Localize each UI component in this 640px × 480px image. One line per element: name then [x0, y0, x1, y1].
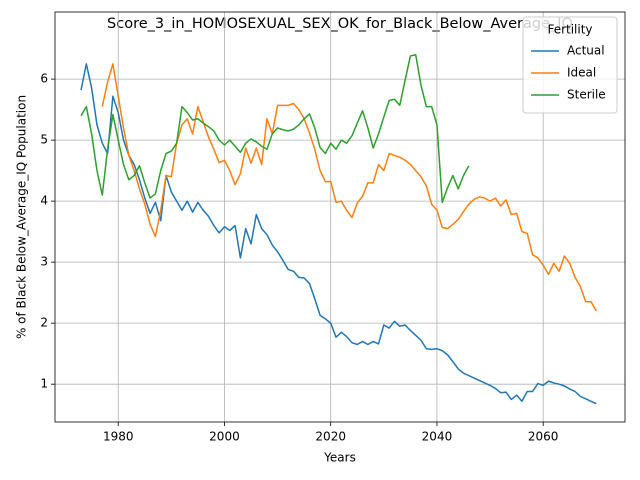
- y-axis-label: % of Black Below_Average_IQ Population: [15, 95, 29, 339]
- legend-label: Actual: [567, 44, 605, 58]
- y-tick-label: 2: [40, 316, 48, 330]
- x-tick-label: 1980: [103, 430, 134, 444]
- legend: Fertility Actual Ideal Sterile: [522, 16, 618, 114]
- x-axis-label: Years: [323, 451, 356, 465]
- line-series: [80, 53, 470, 204]
- y-tick-label: 5: [40, 133, 48, 147]
- legend-label: Ideal: [567, 66, 596, 80]
- y-tick-label: 3: [40, 255, 48, 269]
- legend-title: Fertility: [547, 23, 592, 37]
- plot-frame: [54, 11, 626, 423]
- line-series: [101, 63, 597, 312]
- legend-label: Sterile: [567, 88, 606, 102]
- x-tick-label: 2020: [315, 430, 346, 444]
- x-tick-label: 2060: [528, 430, 559, 444]
- legend-box: [522, 16, 618, 114]
- line-series: [80, 63, 597, 405]
- x-tick-label: 2040: [422, 430, 453, 444]
- y-tick-label: 1: [40, 377, 48, 391]
- chart-title: Score_3_in_HOMOSEXUAL_SEX_OK_for_Black_B…: [107, 16, 573, 32]
- y-tick-label: 4: [40, 194, 48, 208]
- x-tick-label: 2000: [209, 430, 240, 444]
- y-tick-label: 6: [40, 72, 48, 86]
